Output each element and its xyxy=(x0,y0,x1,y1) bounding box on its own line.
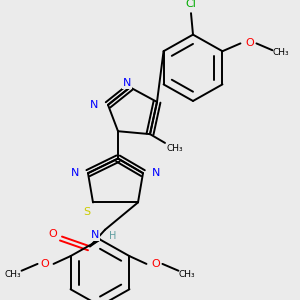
Text: N: N xyxy=(71,168,79,178)
Text: Cl: Cl xyxy=(186,0,196,9)
Text: O: O xyxy=(40,259,49,269)
Text: N: N xyxy=(152,168,160,178)
Text: O: O xyxy=(245,38,254,48)
Text: N: N xyxy=(91,230,99,240)
Text: O: O xyxy=(49,229,57,239)
Text: N: N xyxy=(123,78,131,88)
Text: CH₃: CH₃ xyxy=(272,48,289,57)
Text: N: N xyxy=(90,100,98,110)
Text: CH₃: CH₃ xyxy=(4,270,21,279)
Text: CH₃: CH₃ xyxy=(178,270,195,279)
Text: O: O xyxy=(151,259,160,269)
Text: S: S xyxy=(83,207,91,217)
Text: CH₃: CH₃ xyxy=(167,144,183,153)
Text: H: H xyxy=(109,231,117,241)
